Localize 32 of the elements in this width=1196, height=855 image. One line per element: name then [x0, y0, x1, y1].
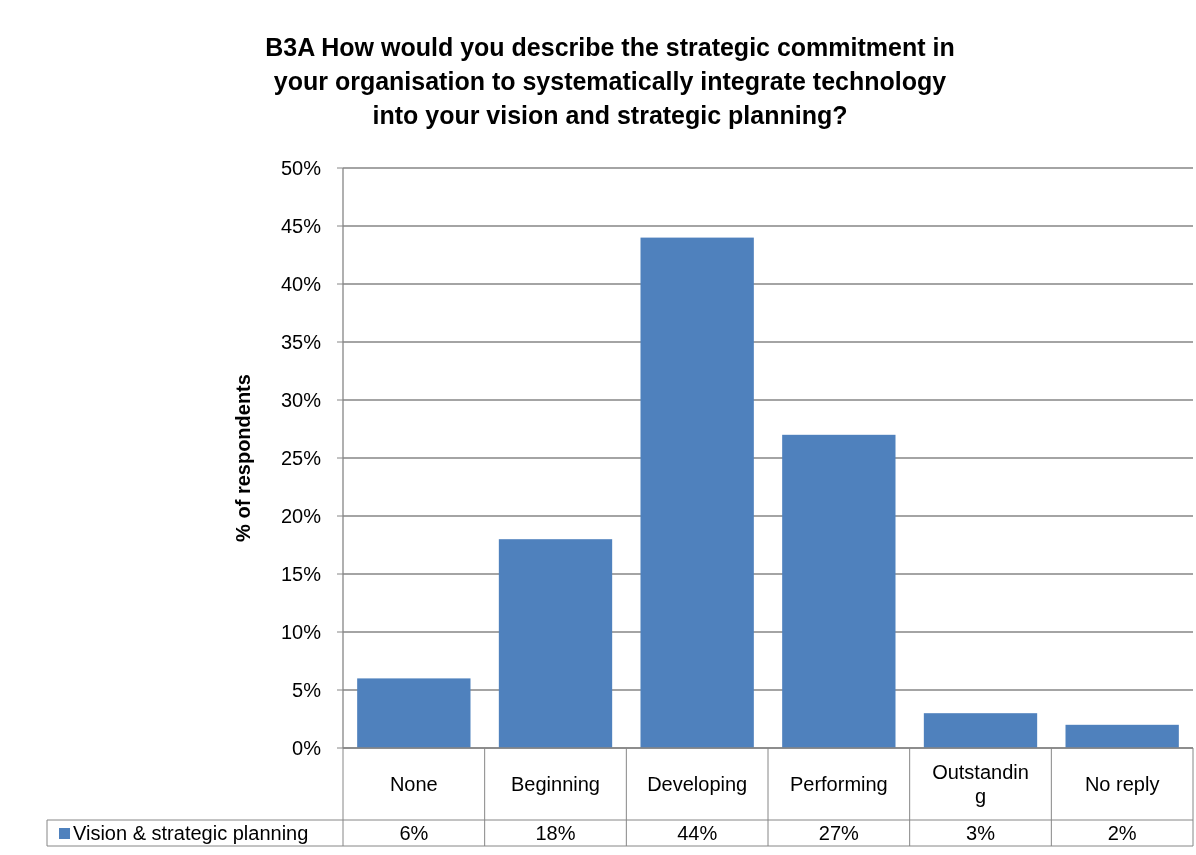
data-label: 18% — [535, 822, 576, 844]
y-tick-label: 0% — [292, 737, 322, 759]
data-label: 44% — [677, 822, 718, 844]
y-tick-label: 15% — [280, 563, 322, 585]
x-tick-label: Beginning — [511, 773, 600, 795]
y-tick-label: 30% — [280, 389, 322, 411]
data-label: 6% — [399, 822, 429, 844]
x-tick-label: Performing — [789, 773, 888, 795]
bar — [923, 713, 1038, 748]
y-tick-label: 40% — [280, 273, 322, 295]
legend-label: Vision & strategic planning — [73, 822, 309, 844]
y-tick-label: 35% — [280, 331, 322, 353]
data-label: 3% — [966, 822, 996, 844]
bar — [1065, 724, 1179, 748]
bar — [782, 434, 896, 748]
y-axis-title: % of respondents — [232, 374, 254, 542]
y-tick-label: 10% — [280, 621, 322, 643]
y-tick-label: 50% — [280, 157, 322, 179]
y-tick-label: 45% — [280, 215, 322, 237]
y-tick-label: 5% — [292, 679, 322, 701]
data-label: 27% — [818, 822, 860, 844]
x-tick-label: Developing — [647, 773, 748, 795]
x-tick-label: Outstanding — [932, 761, 1029, 807]
x-tick-label: None — [389, 773, 438, 795]
bar — [640, 237, 754, 748]
bar — [357, 678, 471, 748]
data-label: 2% — [1107, 822, 1137, 844]
chart-title: B3A How would you describe the strategic commitment in your organisation to systematically integrate technology into your vision and strategic planning? — [265, 33, 955, 129]
x-tick-label: No reply — [1084, 773, 1160, 795]
y-tick-label: 25% — [280, 447, 322, 469]
bar — [498, 539, 613, 748]
y-tick-label: 20% — [280, 505, 322, 527]
